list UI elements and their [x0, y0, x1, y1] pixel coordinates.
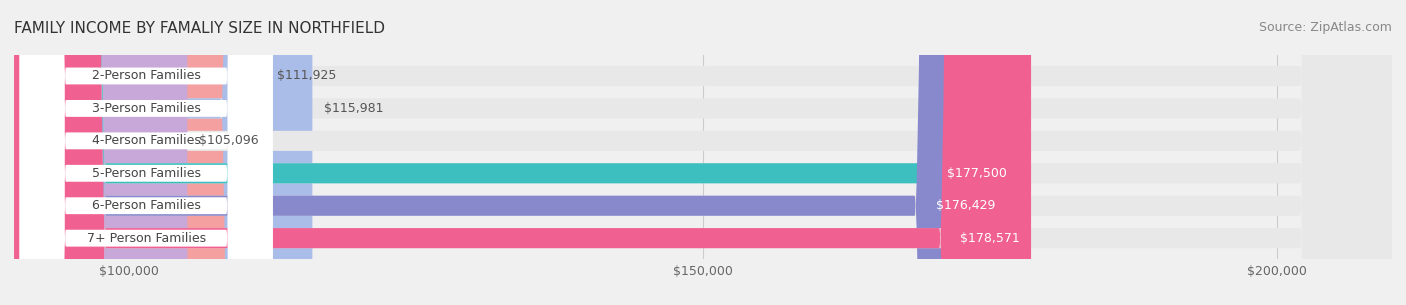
Text: $105,096: $105,096	[198, 135, 259, 147]
FancyBboxPatch shape	[20, 0, 273, 305]
Text: FAMILY INCOME BY FAMALIY SIZE IN NORTHFIELD: FAMILY INCOME BY FAMALIY SIZE IN NORTHFI…	[14, 21, 385, 36]
FancyBboxPatch shape	[20, 0, 273, 305]
FancyBboxPatch shape	[14, 0, 266, 305]
Text: $115,981: $115,981	[323, 102, 384, 115]
Text: Source: ZipAtlas.com: Source: ZipAtlas.com	[1258, 21, 1392, 34]
FancyBboxPatch shape	[14, 0, 187, 305]
FancyBboxPatch shape	[14, 0, 1392, 305]
FancyBboxPatch shape	[14, 0, 1392, 305]
Text: $177,500: $177,500	[948, 167, 1007, 180]
FancyBboxPatch shape	[14, 0, 1392, 305]
FancyBboxPatch shape	[14, 0, 312, 305]
Text: 7+ Person Families: 7+ Person Families	[87, 232, 205, 245]
FancyBboxPatch shape	[20, 0, 273, 305]
Text: 4-Person Families: 4-Person Families	[91, 135, 201, 147]
Text: $176,429: $176,429	[935, 199, 995, 212]
FancyBboxPatch shape	[14, 0, 1031, 305]
Text: $178,571: $178,571	[960, 232, 1019, 245]
FancyBboxPatch shape	[14, 0, 1392, 305]
Text: 5-Person Families: 5-Person Families	[91, 167, 201, 180]
FancyBboxPatch shape	[14, 0, 1019, 305]
FancyBboxPatch shape	[14, 0, 1007, 305]
FancyBboxPatch shape	[14, 0, 1392, 305]
FancyBboxPatch shape	[20, 0, 273, 305]
Text: 6-Person Families: 6-Person Families	[91, 199, 201, 212]
FancyBboxPatch shape	[20, 0, 273, 305]
Text: 3-Person Families: 3-Person Families	[91, 102, 201, 115]
Text: 2-Person Families: 2-Person Families	[91, 70, 201, 82]
FancyBboxPatch shape	[20, 0, 273, 305]
FancyBboxPatch shape	[14, 0, 1392, 305]
Text: $111,925: $111,925	[277, 70, 336, 82]
